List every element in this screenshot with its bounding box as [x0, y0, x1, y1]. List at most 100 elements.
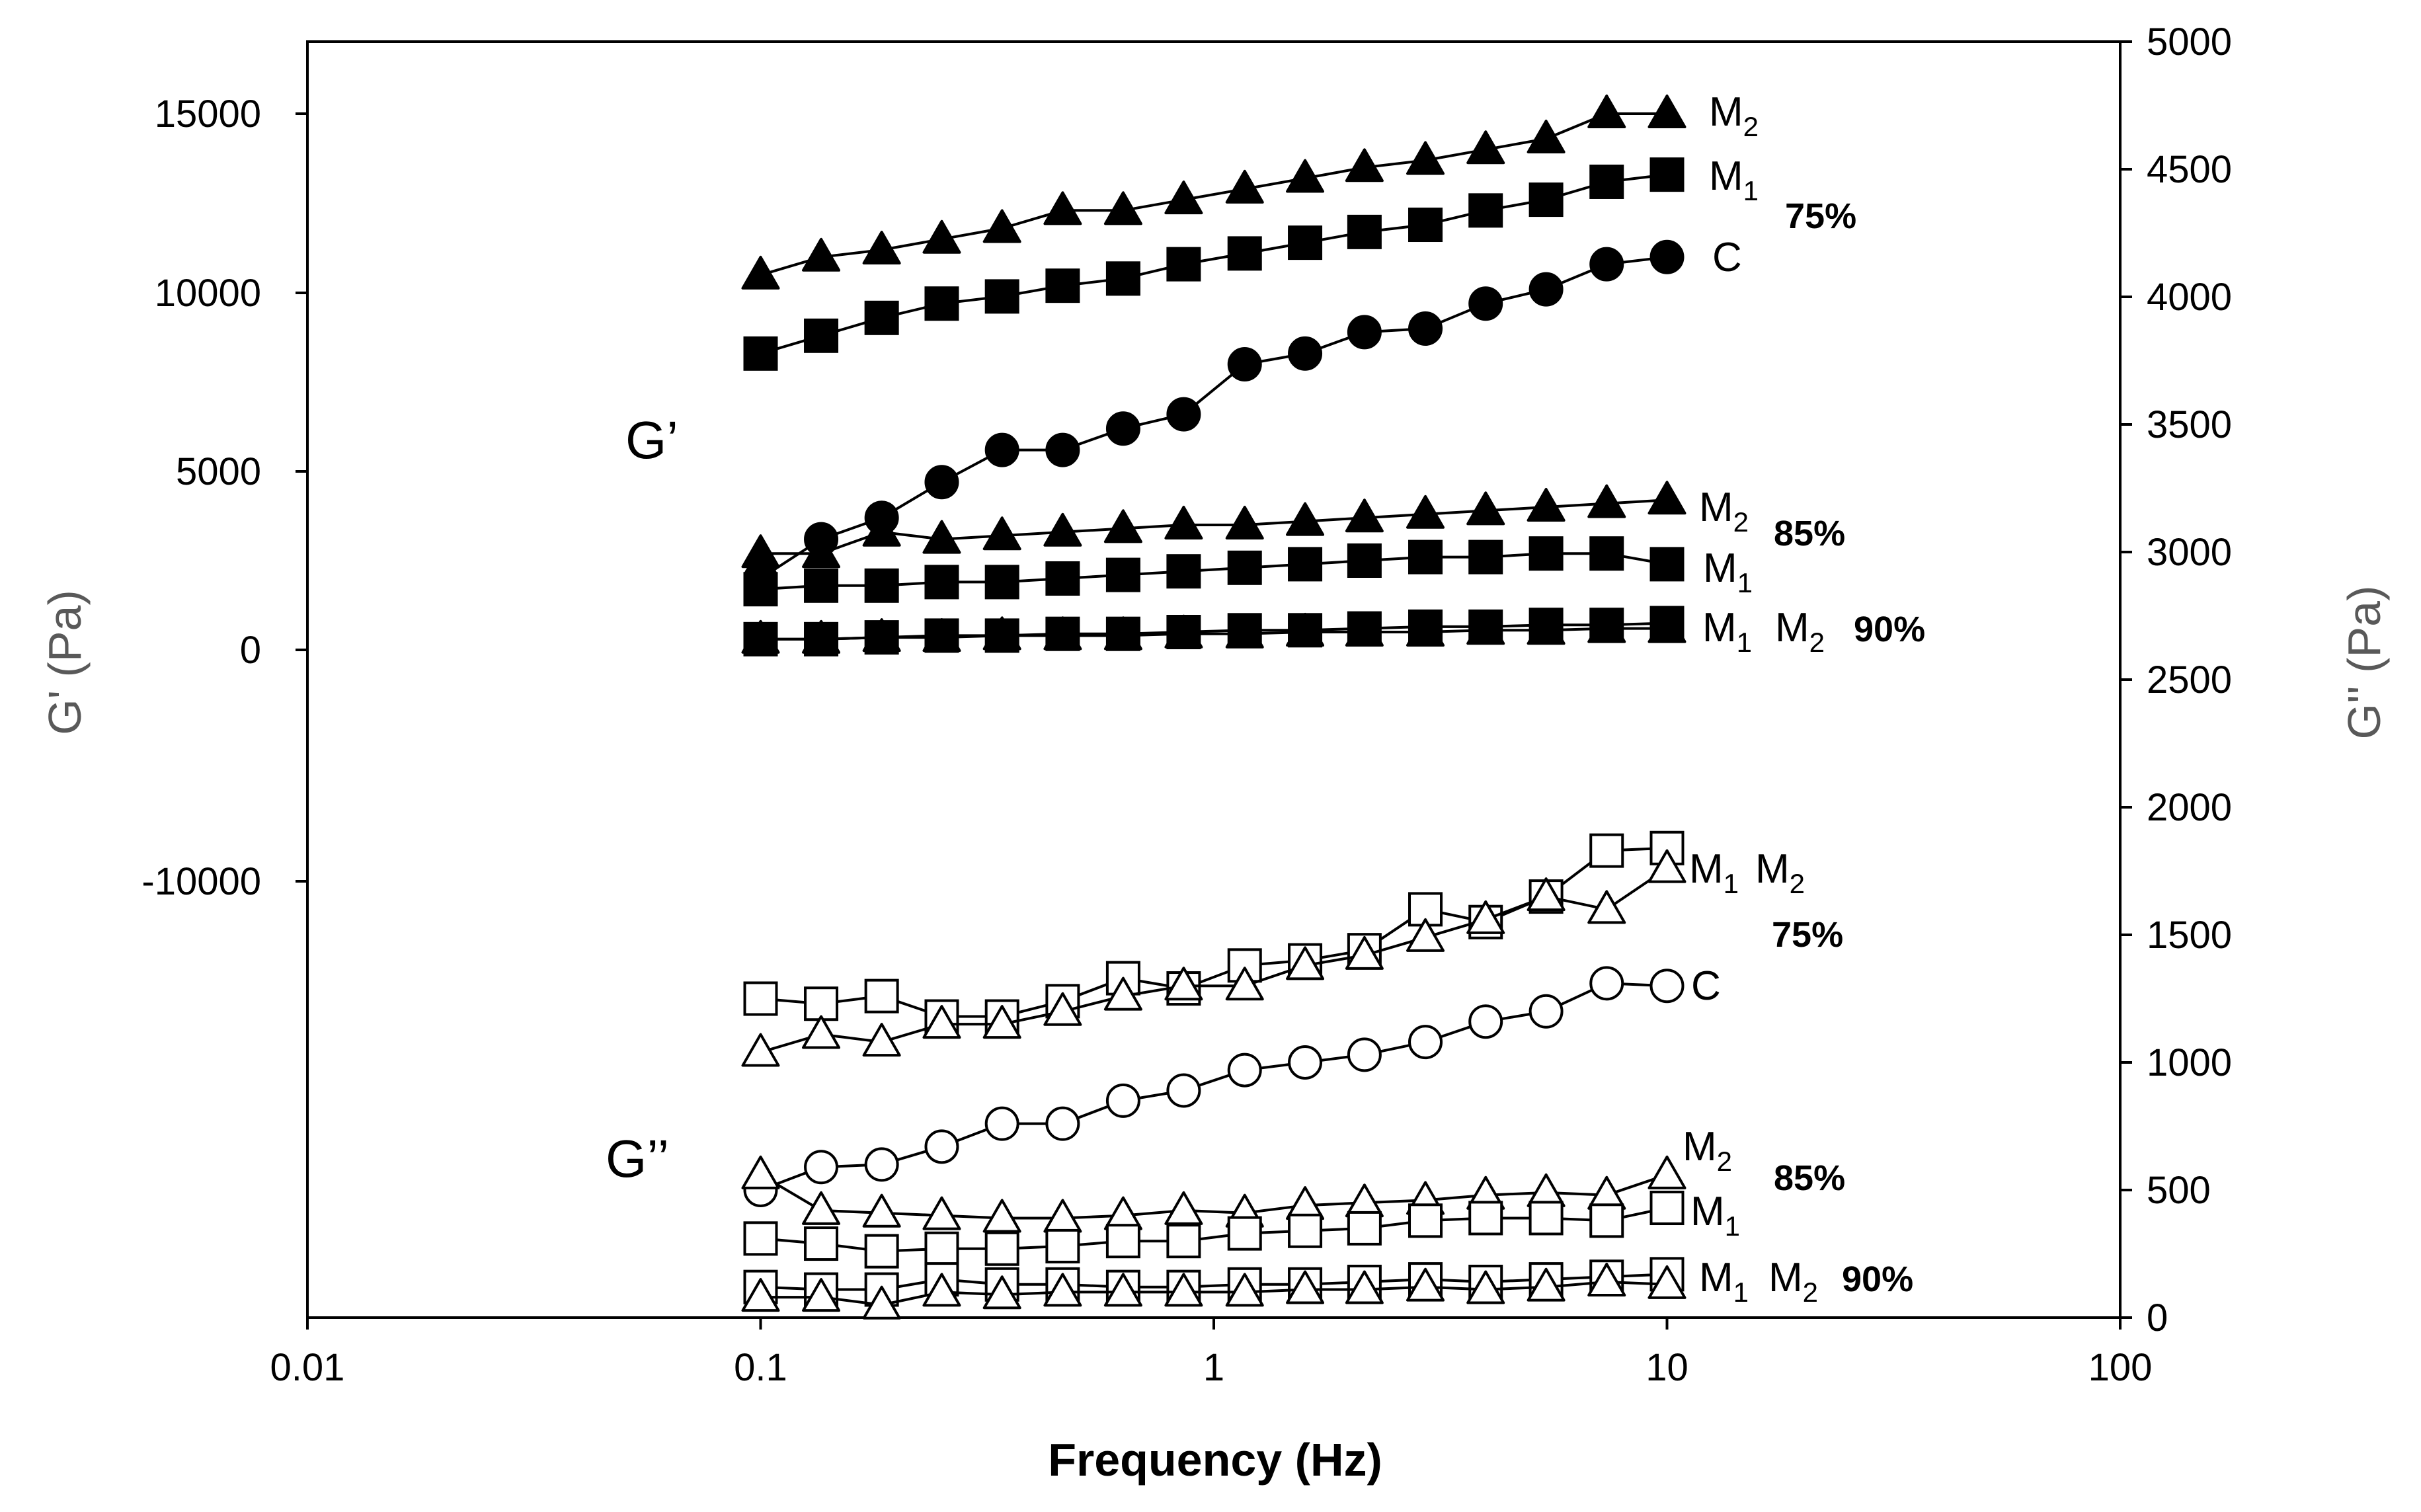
annotation-text: M1 — [1709, 153, 1759, 206]
data-point — [1288, 1045, 1323, 1080]
data-point — [1649, 969, 1685, 1004]
data-point — [982, 616, 1021, 651]
data-point — [1589, 164, 1624, 199]
data-point — [743, 336, 778, 371]
data-point — [1587, 484, 1626, 518]
data-point — [743, 981, 778, 1016]
data-point — [802, 1015, 841, 1049]
data-point — [862, 618, 901, 653]
data-point — [1466, 130, 1505, 165]
data-point — [1527, 611, 1566, 645]
data-point — [1103, 976, 1142, 1011]
data-point — [1345, 148, 1384, 182]
storage-modulus-group-label: G’ — [625, 411, 678, 469]
y2-tick-label: 1500 — [2147, 914, 2232, 957]
data-point — [982, 1275, 1021, 1310]
data-point — [1288, 225, 1323, 260]
data-point — [982, 1005, 1021, 1039]
series-g-m2-75- — [741, 849, 1687, 1067]
data-point — [1406, 495, 1445, 529]
data-point — [1589, 536, 1624, 571]
data-point — [1528, 272, 1564, 307]
data-point — [802, 534, 841, 569]
data-point — [1225, 614, 1264, 649]
data-point — [1288, 547, 1323, 582]
data-point — [1528, 536, 1564, 571]
data-point — [743, 1221, 778, 1256]
data-point — [1225, 506, 1264, 539]
series-line — [760, 1280, 1667, 1306]
data-point — [1466, 1270, 1505, 1304]
data-point — [982, 209, 1021, 243]
data-point — [743, 572, 778, 607]
y2-tick-label: 2000 — [2147, 786, 2232, 829]
y2-tick-label: 500 — [2147, 1169, 2211, 1212]
data-point — [802, 619, 841, 654]
data-point — [1043, 1199, 1082, 1233]
series-line — [760, 1207, 1667, 1253]
data-point — [1649, 239, 1685, 274]
data-point — [1045, 432, 1080, 467]
data-point — [804, 568, 839, 603]
concentration-label: 85% — [1774, 514, 1845, 553]
annotation-text: M1 — [1703, 545, 1753, 598]
data-point — [864, 1234, 899, 1269]
data-point — [741, 255, 780, 290]
data-point — [1288, 1213, 1323, 1248]
data-point — [982, 516, 1021, 551]
data-point — [1527, 877, 1566, 912]
data-point — [1166, 247, 1201, 282]
data-point — [1225, 1273, 1264, 1307]
data-point — [924, 1129, 959, 1164]
data-point — [1649, 547, 1685, 582]
data-point — [1647, 1155, 1687, 1189]
annotation-text: M2 — [1709, 89, 1759, 142]
data-point — [1043, 616, 1082, 651]
data-point — [1288, 336, 1323, 371]
data-point — [864, 1147, 899, 1182]
annotation-label: M1 M2 90% — [1702, 605, 1925, 658]
series-g-m2-90- — [741, 1262, 1687, 1320]
data-point — [1647, 95, 1687, 128]
x-axis-title: Frequency (Hz) — [1048, 1434, 1382, 1486]
series-line — [760, 552, 1667, 591]
series-g-m2-75- — [741, 95, 1687, 290]
y-tick-label: 5000 — [176, 450, 261, 493]
series-line — [760, 1273, 1667, 1291]
annotation-label: M2 — [1709, 89, 1759, 142]
data-point — [1406, 1267, 1445, 1302]
data-point — [1045, 1106, 1080, 1141]
data-point — [922, 1273, 961, 1307]
data-point — [1468, 193, 1503, 228]
data-point — [1043, 1273, 1082, 1307]
data-point — [1587, 95, 1626, 128]
data-point — [802, 1278, 841, 1312]
data-point — [1587, 609, 1626, 643]
x-tick-label: 10 — [1646, 1346, 1688, 1389]
data-point — [1043, 512, 1082, 547]
data-point — [1466, 900, 1505, 934]
y2-tick-label: 1000 — [2147, 1041, 2232, 1084]
data-point — [1589, 1203, 1624, 1238]
data-point — [1468, 1201, 1503, 1236]
x-tick-label: 0.01 — [270, 1346, 345, 1389]
data-point — [862, 1193, 901, 1228]
y-tick-label: 15000 — [155, 93, 261, 136]
data-point — [1468, 539, 1503, 575]
data-point — [1347, 1037, 1382, 1072]
data-point — [1045, 268, 1080, 303]
series-line — [760, 867, 1668, 1054]
data-point — [1347, 1211, 1382, 1246]
data-point — [1045, 561, 1080, 596]
annotation-label: C — [1691, 963, 1721, 1009]
data-point — [924, 286, 959, 321]
data-point — [1406, 141, 1445, 175]
data-point — [1164, 967, 1203, 1001]
data-point — [1286, 159, 1325, 193]
annotation-text: C — [1691, 963, 1721, 1009]
y2-tick-label: 3500 — [2147, 403, 2232, 446]
data-point — [1286, 613, 1325, 647]
annotation-text: M1 — [1699, 1255, 1749, 1308]
series-layer — [741, 95, 1687, 1320]
